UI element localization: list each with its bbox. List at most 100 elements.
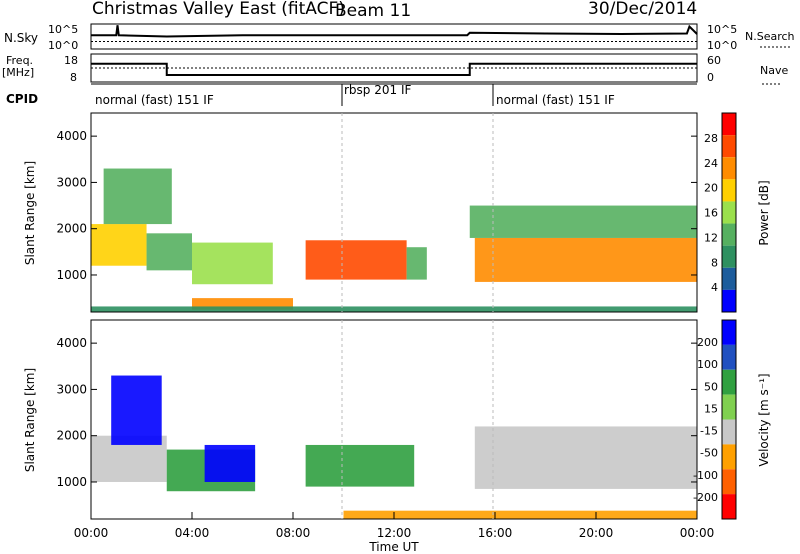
colorbar-tick-label: 100 [697, 358, 718, 371]
colorbar-swatch [722, 320, 736, 345]
colorbar-tick-label: -100 [693, 469, 718, 482]
echo-band [305, 240, 407, 280]
noise-sky-line [91, 24, 698, 38]
echo-band [192, 298, 293, 310]
velocity-panel: 1000 2000 3000 4000 00:00 04:00 08:00 12:00 16:… [23, 319, 771, 554]
nave-right-label: Nave [760, 64, 788, 77]
cpid-segment-1: normal (fast) 151 IF [95, 93, 214, 107]
y-tick-label: 4000 [56, 129, 87, 143]
colorbar-tick-label: 16 [704, 207, 718, 220]
colorbar-tick-label: 50 [704, 380, 718, 393]
freq-left-label: Freq. [6, 54, 33, 67]
y-tick-label: 3000 [56, 175, 87, 189]
velocity-y-label: Slant Range [km] [23, 368, 37, 472]
power-colorbar: 28 24 20 16 12 8 4 [704, 112, 737, 313]
colorbar-tick-label: 8 [711, 256, 718, 269]
velocity-echo-bands [91, 375, 697, 519]
echo-band [111, 375, 162, 445]
y-tick-label: 2000 [56, 222, 87, 236]
velocity-y-ticks: 1000 2000 3000 4000 [56, 336, 697, 489]
power-panel: 1000 2000 3000 4000 Slant Range [km] 28 24 20… [23, 112, 771, 313]
beam-label: Beam 11 [335, 1, 411, 21]
power-panel-frame [90, 112, 698, 313]
frequency-panel-frame [90, 53, 698, 83]
colorbar-tick-label: 4 [711, 281, 718, 294]
colorbar-tick-label: -50 [700, 447, 718, 460]
colorbar-swatch [722, 369, 736, 395]
echo-band [103, 168, 172, 225]
echo-band [469, 205, 697, 238]
echo-band [406, 247, 427, 280]
echo-band [474, 426, 697, 489]
colorbar-swatch [722, 494, 736, 519]
colorbar-swatch [722, 135, 736, 158]
noise-left-label: N.Sky [4, 31, 38, 45]
y-tick-label: 4000 [56, 336, 87, 350]
cpid-panel: CPID normal (fast) 151 IF rbsp 201 IF no… [6, 83, 697, 107]
noise-left-tick-top: 10^5 [48, 23, 78, 36]
y-tick-label: 1000 [56, 475, 87, 489]
colorbar-swatch [722, 157, 736, 180]
colorbar-swatch [722, 444, 736, 470]
y-tick-label: 1000 [56, 268, 87, 282]
colorbar-swatch [722, 179, 736, 202]
x-tick-label: 00:00 [74, 526, 109, 540]
velocity-colorbar-label: Velocity [m s⁻¹] [757, 373, 771, 466]
echo-band [305, 444, 415, 487]
colorbar-swatch [722, 113, 736, 136]
colorbar-frame [721, 319, 737, 520]
noise-right-tick-top: 10^5 [707, 23, 737, 36]
colorbar-tick-label: 12 [704, 231, 718, 244]
power-y-ticks: 1000 2000 3000 4000 [56, 129, 697, 282]
noise-right-tick-bottom: 10^0 [707, 39, 737, 52]
colorbar-tick-label: 20 [704, 182, 718, 195]
velocity-x-ticks: 00:00 04:00 08:00 12:00 16:00 20:00 00:00 [74, 512, 714, 540]
freq-right-tick-bottom: 0 [707, 71, 714, 84]
y-tick-label: 3000 [56, 382, 87, 396]
echo-band [204, 444, 256, 482]
noise-panel: N.Sky 10^5 10^0 10^5 10^0 N.Search [4, 23, 795, 52]
x-tick-label: 08:00 [276, 526, 311, 540]
colorbar-swatch [722, 223, 736, 246]
x-tick-label: 16:00 [478, 526, 513, 540]
x-tick-label: 04:00 [175, 526, 210, 540]
noise-panel-frame [90, 23, 698, 50]
colorbar-swatch [722, 469, 736, 495]
cpid-label: CPID [6, 92, 38, 106]
colorbar-tick-label: 15 [704, 402, 718, 415]
plot-title: Christmas Valley East (fitACF) [92, 0, 345, 19]
echo-band [192, 242, 273, 285]
colorbar-swatch [722, 344, 736, 370]
cpid-segment-3: normal (fast) 151 IF [496, 93, 615, 107]
freq-right-tick-top: 60 [707, 54, 721, 67]
colorbar-tick-label: -200 [693, 491, 718, 504]
cpid-segment-2: rbsp 201 IF [344, 83, 411, 97]
plot-date: 30/Dec/2014 [588, 0, 697, 19]
colorbar-swatch [722, 419, 736, 445]
colorbar-swatch [722, 267, 736, 290]
echo-band [91, 224, 147, 266]
freq-left-unit: [MHz] [2, 66, 34, 79]
velocity-colorbar: 200 100 50 15 -15 -50 -100 -200 [693, 319, 737, 520]
colorbar-tick-label: 28 [704, 132, 718, 145]
frequency-line [91, 62, 697, 76]
colorbar-tick-label: 24 [704, 157, 718, 170]
echo-band [474, 237, 697, 282]
y-tick-label: 2000 [56, 429, 87, 443]
freq-left-tick-top: 18 [64, 54, 78, 67]
x-tick-label: 12:00 [377, 526, 412, 540]
echo-band [91, 306, 697, 312]
power-echo-bands [91, 168, 697, 312]
colorbar-swatch [722, 245, 736, 268]
colorbar-swatch [722, 201, 736, 224]
frequency-panel: Freq. [MHz] 18 8 60 0 Nave [2, 53, 788, 85]
colorbar-swatch [722, 289, 736, 312]
x-tick-label: 20:00 [579, 526, 614, 540]
power-colorbar-label: Power [dB] [757, 180, 771, 245]
colorbar-tick-label: -15 [700, 425, 718, 438]
noise-left-tick-bottom: 10^0 [48, 39, 78, 52]
noise-right-label: N.Search [745, 30, 795, 43]
velocity-x-label: Time UT [368, 540, 419, 554]
power-y-label: Slant Range [km] [23, 161, 37, 265]
